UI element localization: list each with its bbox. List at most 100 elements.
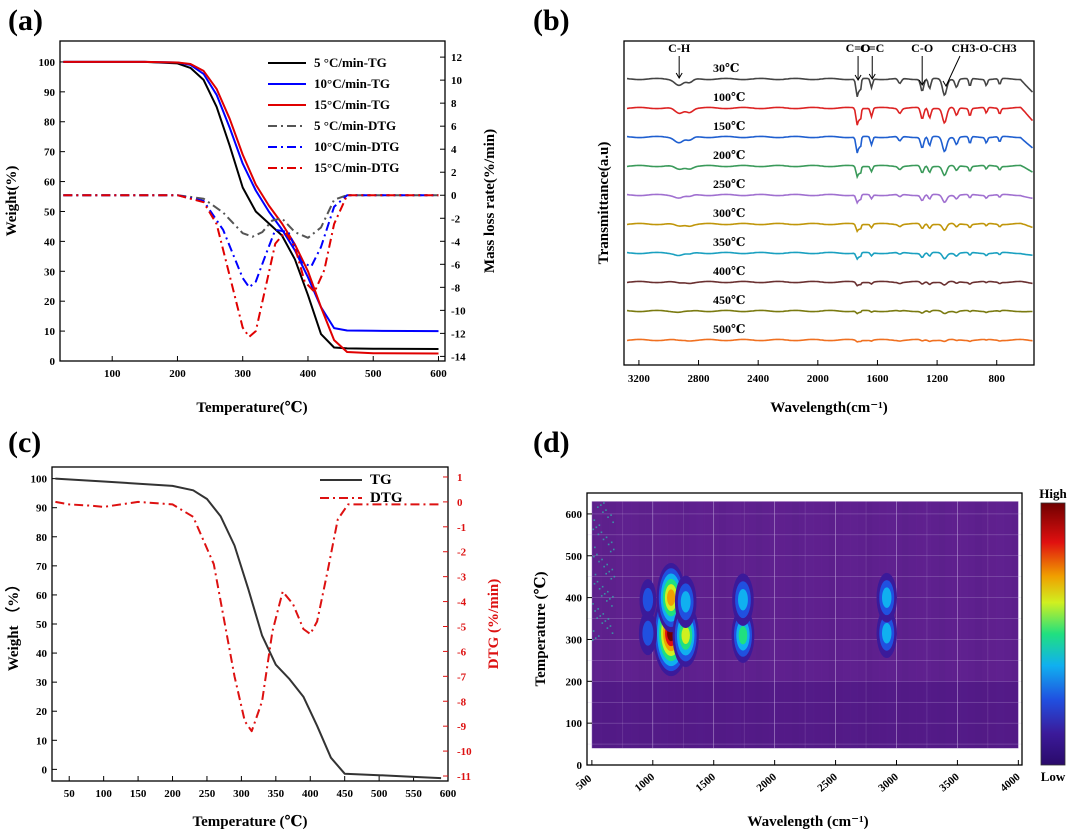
heatmap-hotspot	[642, 620, 654, 646]
x-axis-title: Wavelength (cm⁻¹)	[747, 814, 868, 830]
peak-annotation: C=C	[860, 41, 884, 55]
heatmap-band	[630, 501, 639, 749]
heatmap-band	[828, 501, 837, 749]
annotation-arrowhead	[854, 74, 862, 81]
x-tick-label: 2000	[754, 771, 779, 795]
heatmap-speckle	[597, 608, 599, 610]
y-axis-title: Temperature (℃)	[533, 571, 549, 686]
y2-tick-label: 6	[451, 121, 457, 133]
series-line	[55, 500, 442, 733]
y2-tick-label: 12	[451, 52, 463, 64]
peak-annotation: C-O	[911, 41, 933, 55]
heatmap-speckle	[602, 511, 604, 514]
heatmap-speckle	[603, 565, 605, 568]
heatmap-band	[945, 501, 954, 749]
heatmap-speckle	[607, 543, 610, 546]
x-tick-label: 3500	[937, 771, 962, 795]
panel-label-b: (b)	[533, 4, 570, 37]
y2-tick-label: -7	[457, 671, 467, 683]
heatmap-speckle	[594, 637, 597, 639]
y-tick-label: 500	[566, 551, 583, 563]
spectrum-line	[626, 251, 1033, 261]
x-tick-label: 300	[233, 788, 250, 800]
y-tick-label: 200	[566, 676, 583, 688]
legend-label: 10°C/min-TG	[314, 76, 390, 91]
y2-tick-label: -4	[451, 236, 461, 248]
heatmap-speckle	[612, 521, 614, 524]
heatmap-speckle	[598, 524, 601, 526]
heatmap-speckle	[606, 600, 608, 602]
y-tick-label: 300	[566, 634, 583, 646]
heatmap-speckle	[606, 590, 609, 593]
y-axis-title: Transmittance(a.u)	[596, 142, 612, 265]
heatmap-band	[835, 501, 844, 749]
heatmap-speckle	[611, 568, 614, 571]
spectrum-line	[626, 280, 1033, 287]
y2-axis-title: DTG (%/min)	[486, 579, 502, 669]
temperature-label: 250℃	[713, 177, 745, 191]
x-tick-label: 1200	[926, 373, 949, 385]
heatmap-hotspot	[738, 626, 748, 645]
temperature-label: 450℃	[713, 293, 745, 307]
heatmap-speckle	[609, 550, 612, 553]
x-tick-label: 250	[199, 788, 216, 800]
heatmap-speckle	[593, 582, 596, 585]
annotation-arrowhead	[675, 72, 683, 79]
x-tick-label: 3000	[876, 771, 901, 795]
spectrum-line	[626, 338, 1033, 343]
heatmap-hotspot	[642, 587, 654, 612]
heatmap-band	[755, 501, 763, 749]
y-tick-label: 10	[36, 735, 48, 747]
x-axis-title: Temperature (℃)	[192, 814, 307, 830]
x-tick-label: 2400	[747, 373, 770, 385]
panel-label-c: (c)	[8, 426, 41, 459]
tick-group: 100 200 300 400 500 6000102030405060708090100…	[39, 52, 467, 380]
y2-tick-label: -2	[457, 547, 467, 559]
heatmap-speckle	[606, 627, 609, 629]
panel-label-a: (a)	[8, 4, 43, 37]
y2-tick-label: 8	[451, 98, 457, 110]
legend: 5 °C/min-TG 10°C/min-TG 15°C/min-TG 5 °C/mi…	[268, 55, 399, 175]
colorbar	[1040, 502, 1066, 766]
y-tick-label: 40	[44, 236, 56, 248]
x-tick-label: 500	[365, 368, 382, 380]
heatmap-band	[1011, 501, 1019, 749]
heatmap-speckle	[604, 620, 607, 622]
tick-group: 3200 2800 2400 2000 1600 1200 800	[628, 360, 1005, 385]
heatmap-hotspot	[882, 622, 892, 644]
heatmap-hotspot	[882, 587, 892, 608]
x-tick-label: 150	[130, 788, 147, 800]
heatmap-band	[703, 501, 712, 749]
plot-frame	[586, 492, 1023, 766]
temperature-label: 500℃	[713, 322, 745, 336]
heatmap-speckle	[602, 613, 605, 615]
temperature-label: 30℃	[713, 61, 739, 75]
heatmap-empty-region	[587, 748, 1022, 765]
heatmap-speckle	[595, 526, 598, 529]
heatmap-band	[930, 501, 939, 749]
y-tick-label: 600	[566, 509, 583, 521]
y-tick-label: 100	[31, 474, 48, 486]
temperature-label: 400℃	[713, 264, 745, 278]
x-tick-label: 400	[300, 368, 317, 380]
y2-tick-label: 0	[457, 497, 463, 509]
heatmap-band	[864, 501, 873, 749]
x-tick-label: 450	[336, 788, 353, 800]
y-axis-title: Weight （%）	[4, 577, 22, 672]
spectrum-line	[626, 309, 1033, 315]
heatmap-speckle	[600, 504, 602, 506]
legend: TG DTG	[320, 472, 403, 506]
y-tick-label: 80	[44, 117, 56, 129]
heatmap-band	[806, 501, 815, 749]
annotation-arrowhead	[868, 73, 876, 80]
heatmap-empty-region	[587, 493, 1022, 502]
heatmap-band	[601, 501, 610, 749]
heatmap-speckle	[598, 560, 600, 563]
annotation-arrowhead	[942, 80, 950, 87]
y-tick-label: 400	[566, 593, 583, 605]
legend-label: 10°C/min-DTG	[314, 139, 399, 154]
heatmap-speckle	[610, 514, 612, 516]
heatmap-band	[791, 501, 800, 749]
peak-annotation: C-H	[668, 41, 691, 55]
